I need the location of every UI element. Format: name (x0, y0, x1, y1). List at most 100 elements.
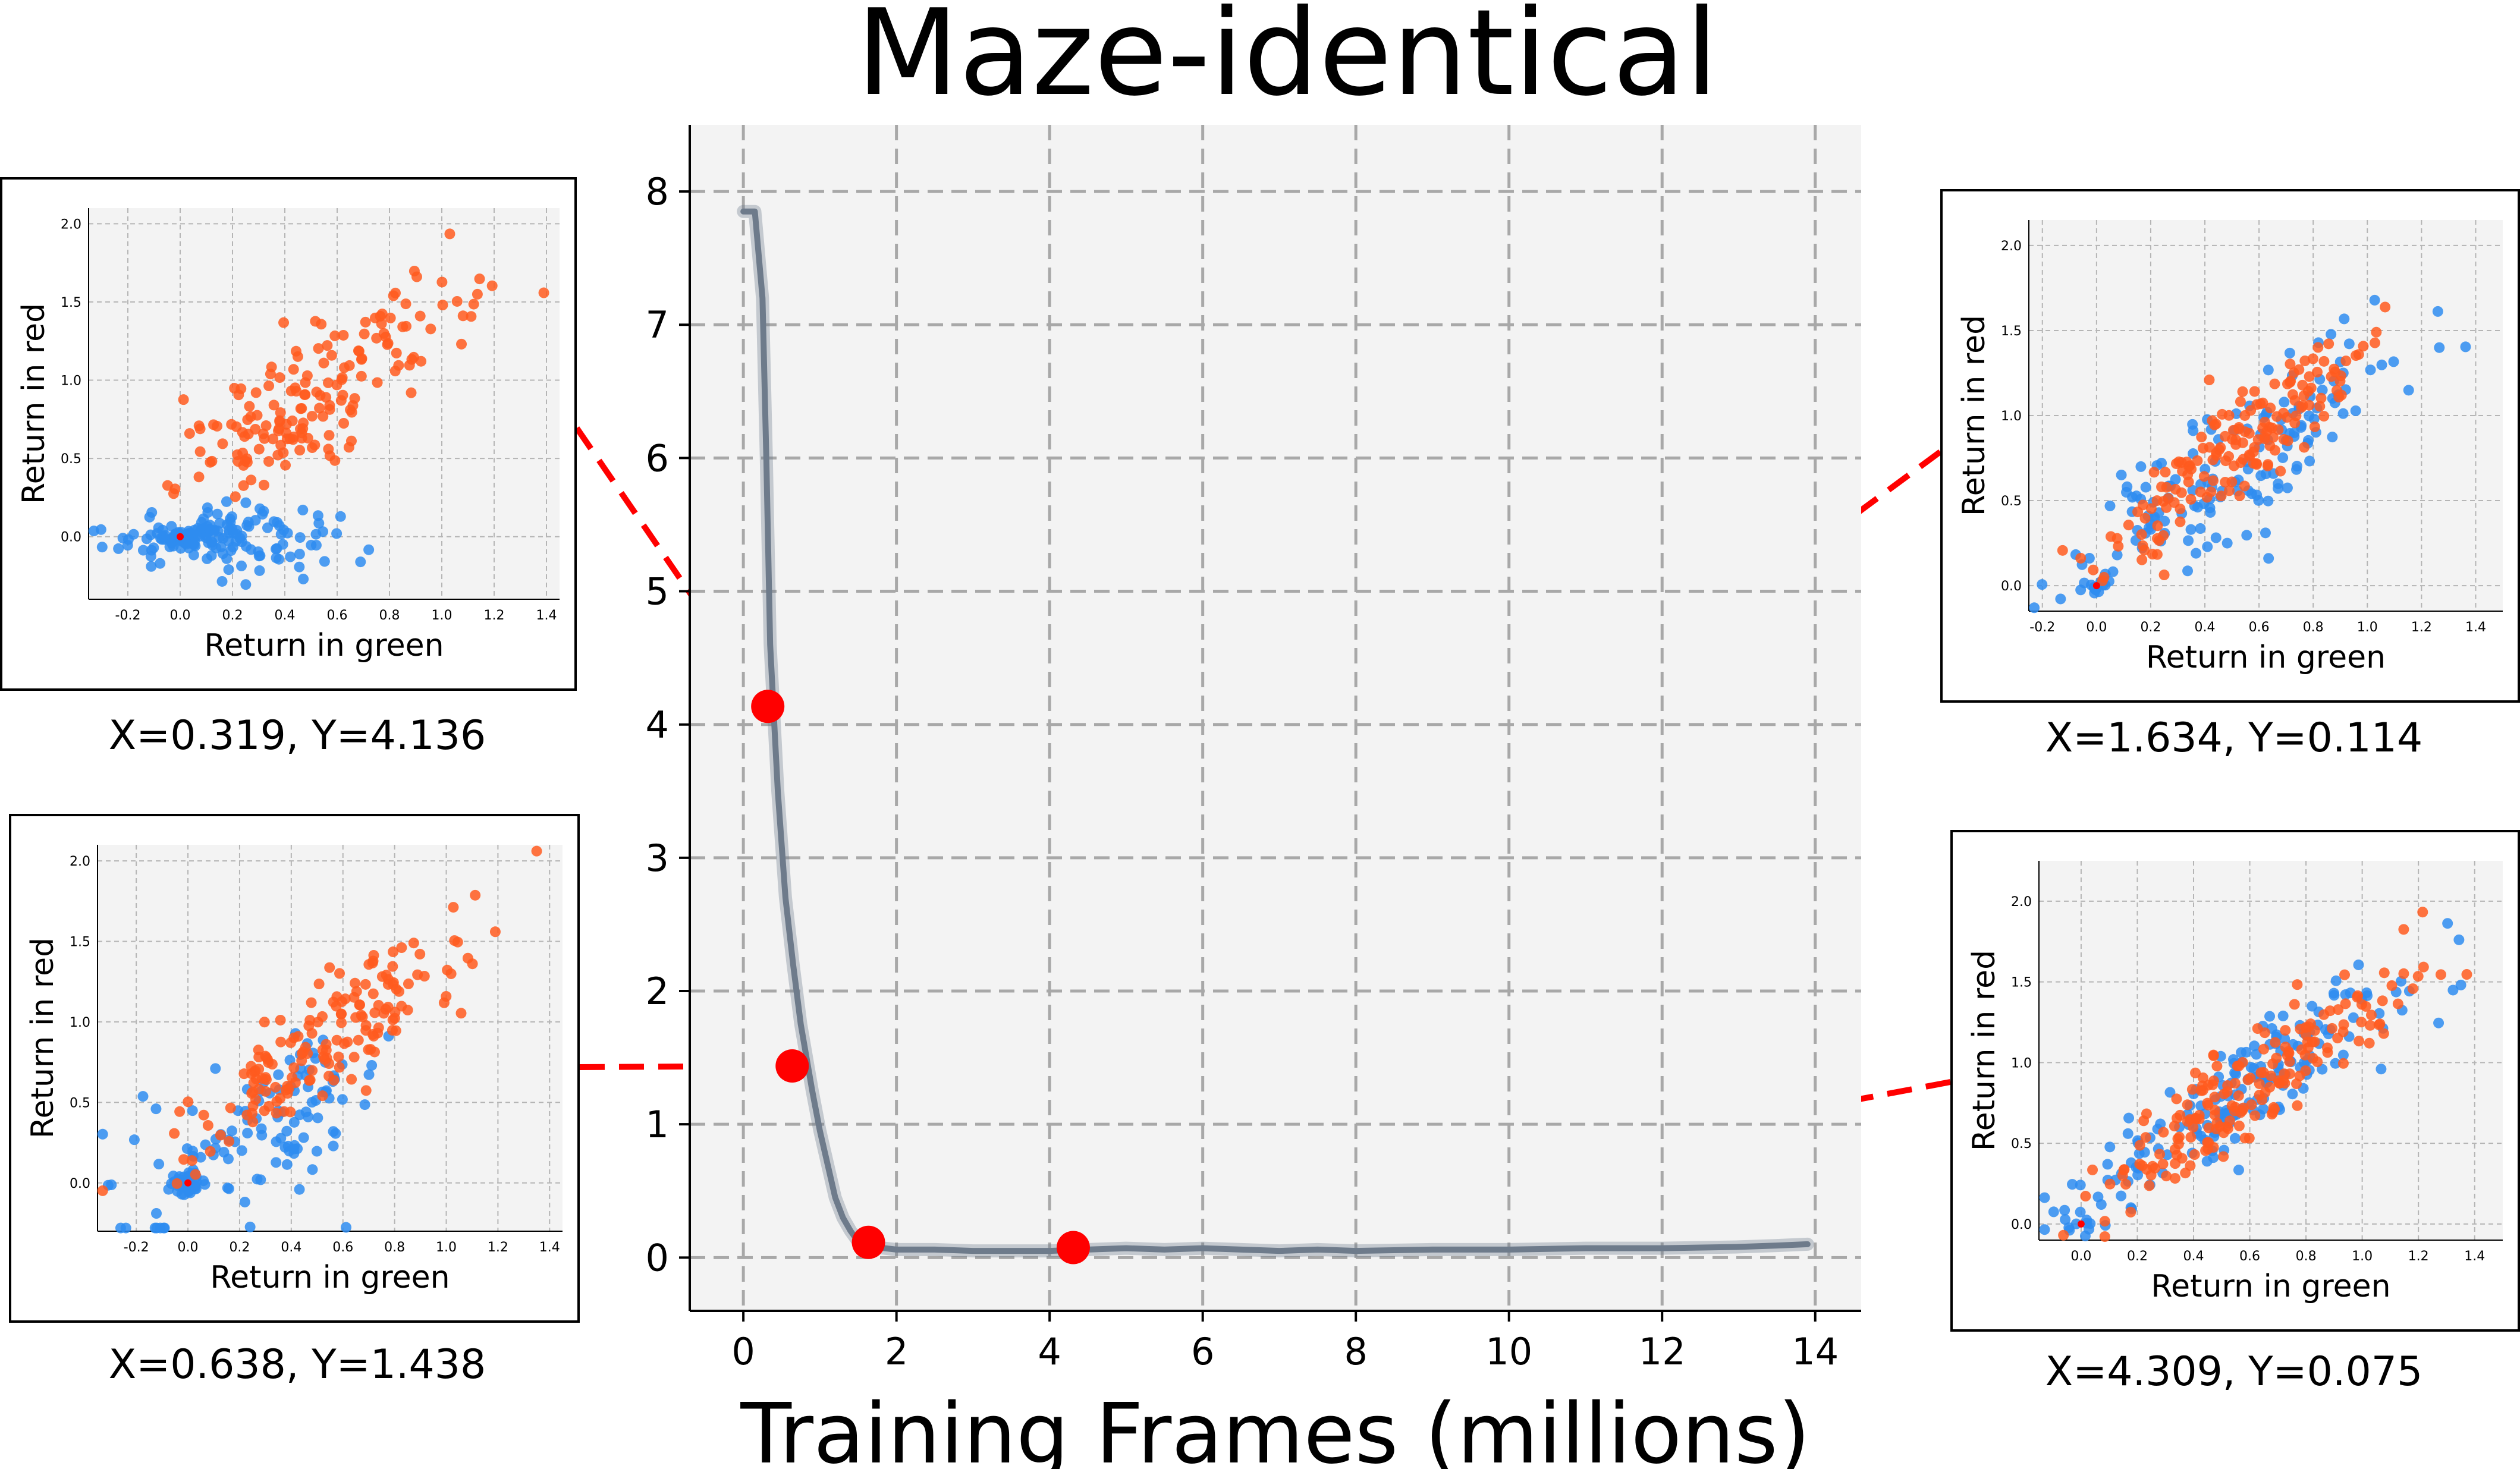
scatter-point (2380, 301, 2391, 313)
scatter-point (363, 959, 375, 970)
scatter-point (2260, 527, 2271, 539)
scatter-point (2364, 1020, 2376, 1031)
scatter-point (287, 1072, 298, 1083)
scatter-point (2434, 342, 2445, 353)
scatter-point (2204, 442, 2216, 453)
inset-x-tick-label: 1.4 (539, 1240, 560, 1255)
inset-x-tick-label: 1.0 (2352, 1249, 2373, 1264)
inset-x-tick-label: 0.8 (379, 608, 400, 623)
scatter-point (391, 347, 402, 358)
scatter-point (2275, 465, 2286, 477)
scatter-point (288, 364, 299, 375)
scatter-point (2209, 1105, 2220, 1116)
scatter-point (2087, 1164, 2098, 1175)
scatter-point (278, 1106, 290, 1117)
inset-y-tick-label: 1.5 (2011, 976, 2032, 990)
scatter-point (2337, 1049, 2349, 1061)
scatter-point (2169, 1173, 2180, 1184)
scatter-point (2334, 376, 2346, 387)
scatter-point (2282, 482, 2293, 493)
scatter-point (2403, 385, 2414, 396)
scatter-point (2330, 366, 2341, 378)
scatter-point (2337, 408, 2349, 419)
origin-point (2092, 582, 2100, 590)
inset-y-label: Return in red (1966, 950, 2002, 1151)
scatter-point (186, 1155, 197, 1166)
scatter-point (241, 541, 252, 552)
scatter-point (376, 971, 388, 982)
scatter-point (2237, 386, 2248, 397)
orange-points (97, 845, 542, 1196)
scatter-point (2190, 1067, 2201, 1078)
scatter-point (262, 522, 273, 533)
inset-x-tick-label: 0.0 (2070, 1249, 2091, 1264)
inset-x-tick-label: 1.4 (2465, 620, 2486, 635)
scatter-point (2238, 1102, 2249, 1113)
scatter-point (2242, 1074, 2254, 1086)
inset-x-tick-label: 1.0 (2357, 620, 2378, 635)
scatter-point (538, 287, 549, 298)
scatter-point (2122, 481, 2133, 492)
scatter-point (2136, 554, 2148, 565)
scatter-point (2263, 553, 2274, 564)
scatter-point (137, 1091, 149, 1102)
blue-points (97, 1028, 394, 1234)
scatter-point (333, 1051, 344, 1062)
scatter-point (2453, 934, 2465, 945)
scatter-point (2161, 1149, 2173, 1160)
scatter-point (2321, 1042, 2333, 1053)
scatter-point (241, 1109, 253, 1121)
scatter-point (298, 573, 309, 584)
scatter-point (253, 443, 265, 455)
scatter-point (2227, 424, 2239, 436)
x-tick-label: 0 (731, 1330, 755, 1373)
scatter-point (359, 328, 370, 339)
scatter-point (2290, 410, 2302, 421)
scatter-point (2258, 1043, 2269, 1055)
scatter-point (2182, 1099, 2193, 1111)
scatter-point (2039, 1224, 2050, 1235)
scatter-point (2099, 1231, 2110, 1242)
scatter-point (257, 428, 269, 439)
scatter-point (2435, 969, 2446, 980)
scatter-point (2249, 386, 2260, 397)
scatter-point (393, 360, 404, 371)
y-tick-label: 0 (646, 1236, 669, 1279)
scatter-point (216, 575, 228, 587)
scatter-point (380, 1004, 391, 1015)
scatter-point (2189, 1149, 2200, 1160)
scatter-point (194, 446, 206, 457)
scatter-point (474, 273, 485, 285)
scatter-point (151, 1208, 162, 1219)
scatter-point (367, 988, 379, 999)
scatter-point (2432, 306, 2443, 317)
scatter-point (270, 1081, 281, 1093)
scatter-point (470, 889, 481, 901)
scatter-point (2317, 385, 2328, 396)
scatter-point (2147, 549, 2158, 560)
scatter-point (2282, 378, 2293, 389)
scatter-point (331, 528, 343, 539)
scatter-point (2292, 979, 2303, 990)
scatter-point (2300, 1022, 2311, 1033)
inset-y-tick-label: 0.0 (61, 530, 81, 545)
y-tick-label: 7 (646, 303, 669, 347)
scatter-point (2104, 501, 2116, 512)
scatter-point (287, 415, 298, 426)
scatter-point (328, 996, 339, 1008)
scatter-point (404, 360, 415, 371)
scatter-point (2343, 338, 2355, 350)
scatter-point (2235, 396, 2246, 407)
scatter-point (2348, 1012, 2359, 1023)
scatter-point (2125, 1206, 2136, 1218)
scatter-point (2291, 461, 2302, 472)
scatter-point (290, 382, 301, 394)
scatter-point (2067, 1179, 2078, 1190)
inset-y-tick-label: 2.0 (61, 217, 81, 232)
scatter-point (2312, 342, 2324, 353)
scatter-point (411, 271, 422, 282)
scatter-point (372, 377, 383, 388)
scatter-point (146, 561, 157, 572)
scatter-point (97, 1128, 108, 1140)
scatter-point (256, 1123, 267, 1134)
